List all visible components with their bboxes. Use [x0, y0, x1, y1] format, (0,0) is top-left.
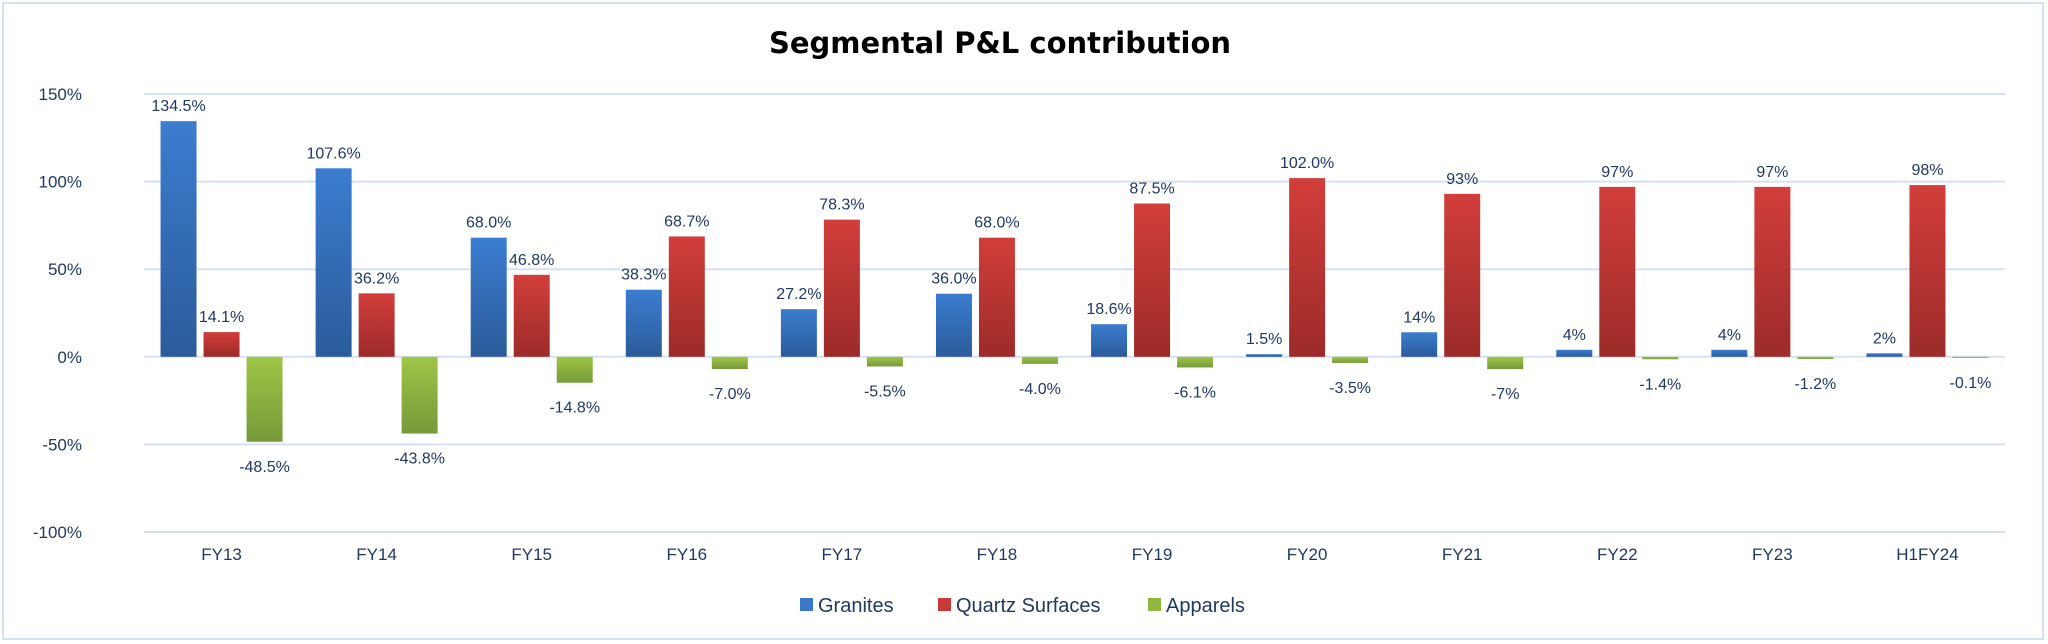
bar-granites	[780, 309, 817, 357]
bar-apparels	[1332, 356, 1369, 363]
bar-quartz-surfaces	[1444, 193, 1481, 357]
bar-quartz-surfaces	[358, 293, 395, 357]
y-tick-label: 50%	[48, 260, 82, 279]
data-label: 27.2%	[776, 286, 821, 303]
legend-swatch	[800, 598, 813, 611]
data-label: 68.0%	[974, 215, 1019, 232]
data-label: 36.2%	[354, 270, 399, 287]
x-tick-label: FY19	[1132, 545, 1173, 564]
data-label: 14.1%	[199, 309, 244, 326]
bar-apparels	[556, 356, 593, 383]
bar-apparels	[711, 356, 748, 370]
x-tick-label: FY22	[1597, 545, 1638, 564]
x-tick-label: FY23	[1752, 545, 1793, 564]
legend-swatch	[1148, 598, 1161, 611]
bar-quartz-surfaces	[1599, 186, 1636, 357]
data-label: 97%	[1756, 164, 1788, 181]
data-label: 97%	[1601, 164, 1633, 181]
data-label: -1.2%	[1794, 376, 1836, 393]
data-label: 68.0%	[466, 215, 511, 232]
legend-label: Apparels	[1166, 595, 1245, 617]
x-tick-label: FY21	[1442, 545, 1483, 564]
bar-granites	[1711, 349, 1748, 357]
chart-title: Segmental P&L contribution	[769, 26, 1231, 60]
data-label: 98%	[1911, 162, 1943, 179]
bar-quartz-surfaces	[668, 236, 705, 357]
bar-apparels	[1487, 356, 1524, 370]
bar-granites	[1091, 324, 1128, 357]
data-label: -14.8%	[549, 400, 600, 417]
bar-granites	[1246, 354, 1283, 357]
data-label: 36.0%	[931, 271, 976, 288]
data-label: 2%	[1873, 330, 1896, 347]
bar-granites	[935, 293, 972, 357]
bar-apparels	[246, 356, 283, 442]
data-label: -1.4%	[1639, 376, 1681, 393]
bar-apparels	[1797, 356, 1834, 359]
bar-apparels	[1642, 356, 1679, 360]
x-tick-label: FY20	[1287, 545, 1328, 564]
data-label: -43.8%	[394, 451, 445, 468]
x-tick-label: FY14	[356, 545, 397, 564]
data-label: 14%	[1403, 309, 1435, 326]
bar-granites	[470, 237, 507, 357]
data-label: -7.0%	[709, 386, 751, 403]
bar-quartz-surfaces	[1909, 185, 1946, 357]
legend-swatch	[938, 598, 951, 611]
bar-quartz-surfaces	[823, 219, 860, 357]
bar-granites	[315, 168, 352, 357]
bar-quartz-surfaces	[1754, 186, 1791, 357]
bar-quartz-surfaces	[203, 332, 240, 357]
bar-quartz-surfaces	[1289, 178, 1326, 357]
data-label: -0.1%	[1950, 375, 1992, 392]
bar-apparels	[1952, 356, 1989, 358]
bar-granites	[1556, 349, 1593, 357]
data-label: 93%	[1446, 171, 1478, 188]
data-label: 78.3%	[819, 197, 864, 214]
bar-quartz-surfaces	[978, 237, 1015, 357]
bar-quartz-surfaces	[1134, 203, 1171, 357]
bar-granites	[160, 121, 197, 357]
legend-label: Granites	[818, 595, 894, 617]
x-tick-label: H1FY24	[1896, 545, 1958, 564]
x-tick-label: FY16	[666, 545, 707, 564]
data-label: -6.1%	[1174, 384, 1216, 401]
bar-granites	[1401, 332, 1438, 357]
bar-granites	[1866, 353, 1903, 357]
bar-quartz-surfaces	[513, 274, 550, 357]
data-label: 18.6%	[1086, 301, 1131, 318]
data-label: -5.5%	[864, 383, 906, 400]
x-tick-label: FY15	[511, 545, 552, 564]
data-label: -3.5%	[1329, 380, 1371, 397]
y-tick-label: 100%	[39, 173, 82, 192]
data-label: 38.3%	[621, 267, 666, 284]
x-tick-label: FY18	[977, 545, 1018, 564]
data-label: 4%	[1718, 327, 1741, 344]
y-tick-label: -100%	[33, 523, 82, 542]
bar-apparels	[401, 356, 438, 434]
data-label: 68.7%	[664, 213, 709, 230]
bar-granites	[625, 289, 662, 357]
bar-apparels	[1021, 356, 1058, 364]
data-label: 107.6%	[306, 145, 360, 162]
legend-label: Quartz Surfaces	[956, 595, 1101, 617]
data-label: 134.5%	[151, 98, 205, 115]
y-tick-label: 0%	[57, 348, 82, 367]
data-label: 87.5%	[1129, 181, 1174, 198]
x-tick-label: FY17	[822, 545, 863, 564]
data-label: -48.5%	[239, 459, 290, 476]
data-label: -7%	[1491, 386, 1519, 403]
x-tick-label: FY13	[201, 545, 242, 564]
bar-apparels	[866, 356, 903, 367]
data-label: -4.0%	[1019, 381, 1061, 398]
y-tick-label: 150%	[39, 85, 82, 104]
data-label: 102.0%	[1280, 155, 1334, 172]
y-tick-label: -50%	[42, 435, 82, 454]
data-label: 4%	[1563, 327, 1586, 344]
bar-apparels	[1177, 356, 1214, 368]
data-label: 46.8%	[509, 252, 554, 269]
data-label: 1.5%	[1246, 331, 1282, 348]
